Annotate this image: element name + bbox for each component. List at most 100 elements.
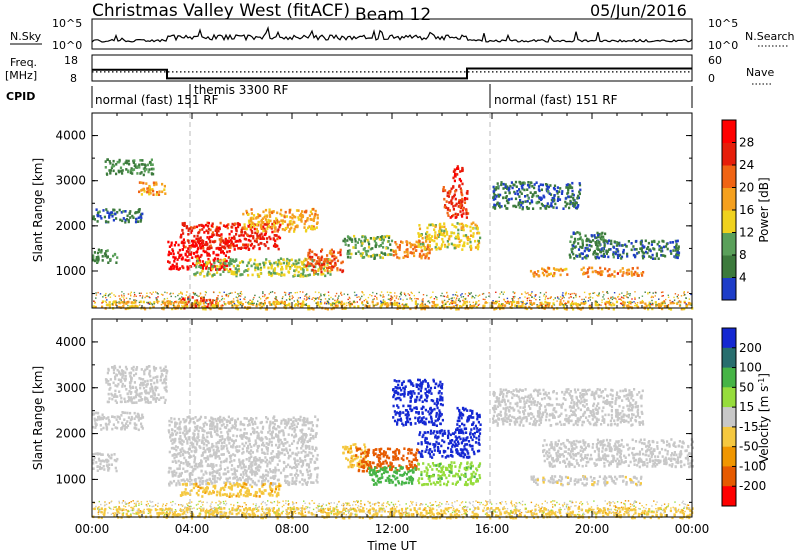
- data-cell: [111, 394, 114, 397]
- data-cell: [603, 243, 606, 246]
- data-cell: [138, 417, 141, 420]
- noise-cell: [111, 303, 113, 305]
- data-cell: [234, 446, 237, 449]
- data-cell: [598, 241, 601, 245]
- noise-cell: [447, 300, 449, 303]
- data-cell: [165, 375, 168, 378]
- data-cell: [101, 259, 104, 262]
- data-cell: [309, 264, 312, 267]
- data-cell: [103, 252, 107, 255]
- data-cell: [442, 188, 445, 191]
- noise-cell: [382, 296, 384, 298]
- noise-cell: [652, 292, 654, 294]
- data-cell: [220, 246, 223, 250]
- data-cell: [147, 170, 150, 174]
- noise-cell: [293, 300, 295, 302]
- noise-cell: [458, 298, 460, 300]
- data-cell: [410, 243, 413, 246]
- noise-cell: [618, 293, 621, 295]
- data-cell: [235, 274, 238, 278]
- data-cell: [442, 186, 445, 189]
- data-cell: [159, 378, 163, 381]
- noise-cell: [335, 304, 337, 307]
- data-cell: [139, 215, 142, 218]
- data-cell: [600, 248, 603, 251]
- data-cell: [249, 226, 252, 230]
- data-cell: [242, 212, 245, 216]
- noise-cell: [531, 296, 533, 298]
- data-cell: [265, 223, 268, 226]
- data-cell: [209, 453, 212, 457]
- noise-cell: [306, 298, 308, 300]
- noise-cell: [673, 302, 676, 304]
- data-cell: [238, 449, 241, 452]
- data-cell: [450, 199, 453, 203]
- data-cell: [196, 247, 199, 251]
- noise-cell: [603, 294, 605, 296]
- data-cell: [244, 231, 247, 235]
- noise-cell: [314, 297, 316, 300]
- data-cell: [248, 221, 251, 224]
- data-cell: [221, 250, 224, 254]
- data-cell: [645, 247, 649, 250]
- data-cell: [580, 302, 583, 305]
- data-cell: [308, 214, 311, 217]
- data-cell: [348, 237, 352, 241]
- data-cell: [453, 243, 456, 247]
- data-cell: [453, 179, 456, 183]
- data-cell: [573, 246, 577, 249]
- noise-cell: [504, 301, 507, 303]
- data-cell: [470, 234, 473, 237]
- data-cell: [295, 268, 298, 272]
- noise-cell: [340, 292, 342, 295]
- data-cell: [280, 208, 283, 212]
- data-cell: [645, 304, 648, 308]
- data-cell: [111, 165, 114, 168]
- noise-cell: [562, 296, 564, 298]
- nsky-label: N.Sky: [10, 30, 42, 43]
- data-cell: [176, 266, 179, 269]
- data-cell: [446, 233, 449, 236]
- data-cell: [287, 262, 290, 266]
- data-cell: [384, 253, 387, 256]
- data-cell: [506, 185, 509, 188]
- data-cell: [242, 243, 245, 246]
- noise-cell: [239, 295, 242, 297]
- data-cell: [309, 458, 312, 461]
- data-cell: [324, 260, 327, 263]
- data-cell: [264, 261, 267, 265]
- data-cell: [513, 204, 516, 208]
- noise-cell: [422, 298, 424, 300]
- data-cell: [93, 419, 97, 422]
- data-cell: [201, 269, 204, 273]
- data-cell: [432, 224, 435, 227]
- data-cell: [203, 305, 206, 308]
- data-cell: [114, 375, 117, 379]
- data-cell: [516, 190, 519, 193]
- data-cell: [247, 467, 250, 470]
- data-cell: [215, 268, 218, 271]
- data-cell: [612, 307, 615, 311]
- noise-cell: [222, 304, 224, 307]
- data-cell: [149, 191, 152, 195]
- data-cell: [95, 256, 98, 259]
- noise-cell: [463, 298, 466, 300]
- noise-cell: [239, 298, 241, 301]
- data-cell: [229, 246, 232, 249]
- noise-cell: [560, 303, 562, 305]
- noise-cell: [687, 291, 689, 293]
- data-cell: [139, 383, 142, 387]
- data-cell: [340, 302, 343, 305]
- data-cell: [526, 200, 529, 203]
- data-cell: [596, 231, 599, 235]
- data-cell: [517, 203, 520, 207]
- data-cell: [115, 395, 118, 398]
- noise-cell: [407, 293, 409, 295]
- noise-cell: [421, 299, 423, 301]
- data-cell: [155, 193, 158, 196]
- data-cell: [596, 255, 599, 259]
- data-cell: [187, 300, 190, 304]
- data-cell: [253, 262, 256, 266]
- data-cell: [262, 303, 265, 307]
- data-cell: [203, 250, 207, 254]
